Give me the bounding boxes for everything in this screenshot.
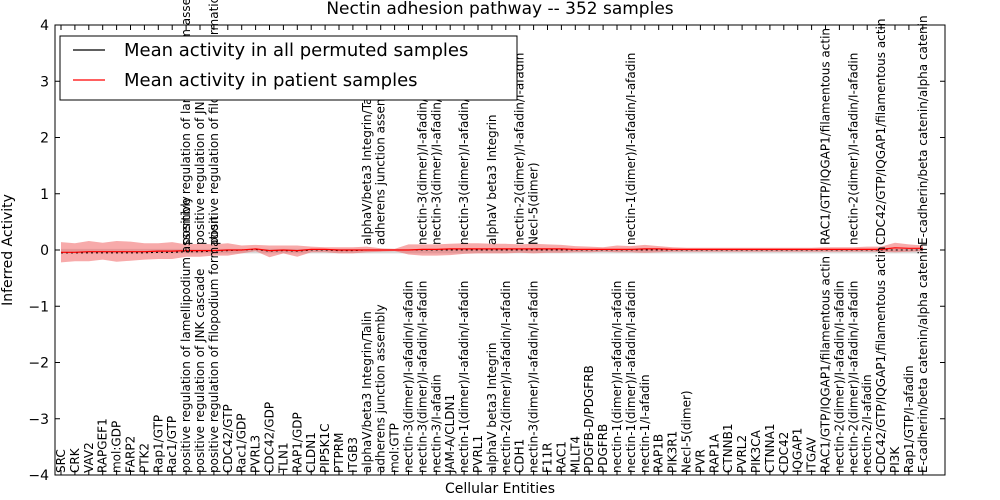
x-tick-label: CDC42/GDP [263,402,277,473]
x-tick-label: mol:GTP [388,423,402,473]
top-tick-label: alphaV beta3 Integrin [485,114,499,245]
x-tick-label: F11R [541,442,555,473]
x-tick-label: mol:GDP [110,421,124,473]
x-tick-label: nectin-2(dimer)/I-afadin/I-afadin [832,281,846,473]
x-tick-label: ITGAV [805,436,819,473]
top-tick-label: nectin-3(dimer)/I-afadin/I-afadin [457,53,471,245]
x-tick-label: RAPGEF1 [96,418,110,473]
y-tick-label: 2 [40,131,49,147]
x-tick-label: nectin-1(dimer)/I-afadin/I-afadin [610,281,624,473]
x-tick-label: alphaV beta3 Integrin [485,342,499,473]
x-tick-label: nectin-3(dimer)/I-afadin/I-afadin [415,281,429,473]
top-tick-label: nectin-1(dimer)/I-afadin/I-afadin [624,53,638,245]
x-tick-label: Rap1/GTP [151,415,165,473]
x-tick-label: Rac1/GTP [165,416,179,473]
top-tick-label: E-cadherin/beta catenin/alpha catenin [916,15,930,245]
x-tick-label: TLN1 [276,442,290,474]
x-tick-label: positive regulation of JNK cascade [193,269,207,473]
top-tick-label: nectin-2(dimer)/I-afadin/I-afadin [513,53,527,245]
x-tick-label: nectin-3(dimer)/I-afadin/I-afadin [527,281,541,473]
x-tick-label: PDGFB-D/PDGFRB [582,365,596,473]
y-axis-label: Inferred Activity [0,194,16,306]
y-tick-label: 4 [40,18,49,34]
top-tick-label: alphaV/beta3 Integrin/Talin [360,83,374,245]
x-tick-label: nectin-1(dimer)/I-afadin/I-afadin [624,281,638,473]
x-tick-label: RAP1B [652,434,666,473]
x-tick-label: CDC42 [777,432,791,473]
x-tick-label: nectin-2/I-afadin [860,374,874,473]
x-tick-label: CDC42/GTP/IQGAP1/filamentous actin [874,247,888,473]
top-tick-label: nectin-3(dimer)/I-afadin/I-afadin [415,53,429,245]
x-tick-label: CDC42/GTP [221,404,235,473]
top-tick-label: CDC42/GTP/IQGAP1/filamentous actin [874,19,888,245]
x-tick-label: nectin-1(dimer)/I-afadin/I-afadin [457,281,471,473]
x-tick-label: nectin-3/I-afadin [429,374,443,473]
x-tick-label: PIP5K1C [318,423,332,473]
y-tick-label: 1 [40,187,49,203]
y-tick-label: −4 [28,468,49,484]
x-tick-label: JAM-A/CLDN1 [443,394,457,474]
chart-title: Nectin adhesion pathway -- 352 samples [326,0,673,19]
x-tick-label: PVRL2 [735,435,749,473]
x-tick-label: nectin-3(dimer)/I-afadin/I-afadin [402,281,416,473]
plot-frame [54,24,946,476]
legend-box [59,35,518,101]
y-tick-label: −2 [28,356,49,372]
x-tick-label: Necl-5(dimer) [680,390,694,473]
x-tick-label: ITGB3 [346,437,360,473]
x-tick-label: PTK2 [137,443,151,473]
y-tick-label: −1 [28,299,49,315]
x-tick-label: Rac1/GDP [235,414,249,473]
x-tick-label: adherens junction assembly [374,304,388,473]
x-tick-label: PI3K [888,446,902,473]
top-tick-label: Necl-5(dimer) [527,162,541,245]
x-tick-label: RAC1/GTP/IQGAP1/filamentous actin [819,256,833,473]
x-tick-label: IQGAP1 [791,428,805,473]
x-tick-label: PVR [693,449,707,473]
x-tick-label: FARP2 [124,436,138,473]
y-tick-label: 0 [40,243,49,259]
top-tick-label: adherens junction assembly [374,76,388,245]
x-tick-label: MLLT4 [568,436,582,473]
x-tick-label: SRC [54,449,68,473]
x-tick-label: CTNNA1 [763,423,777,473]
top-tick-label: RAC1/GTP/IQGAP1/filamentous actin [819,28,833,245]
x-tick-label: CLDN1 [304,432,318,473]
x-tick-label: positive regulation of filopodium format… [207,216,221,473]
series-line-0 [61,247,923,253]
x-tick-label: VAV2 [82,442,96,473]
series-line-1 [61,248,923,254]
x-tick-label: nectin-2(dimer)/I-afadin/I-afadin [499,281,513,473]
legend: Mean activity in all permuted samples Mea… [59,35,518,101]
x-tick-label: CRK [68,447,82,473]
x-tick-label: CTNNB1 [721,423,735,473]
y-tick-label: −3 [28,412,49,428]
x-tick-label: PVRL1 [471,435,485,473]
x-tick-label: RAP1/GDP [290,412,304,473]
top-tick-label: nectin-2(dimer)/I-afadin/I-afadin [846,53,860,245]
x-tick-label: PVRL3 [249,435,263,473]
x-tick-label: RAP1A [707,433,721,473]
legend-permuted-label: Mean activity in all permuted samples [124,40,468,61]
x-tick-label: positive regulation of lamellipodium ass… [179,196,193,473]
plot-area: 4 3 2 1 0 −1 −2 −3 −4 SRC CRK VAV2 RAPGEF1 mol:GDP FAR… [28,0,945,484]
x-axis-label: Cellular Entities [445,481,555,497]
x-tick-label: PIK3R1 [666,431,680,473]
x-tick-label: alphaV/beta3 Integrin/Talin [360,311,374,473]
x-tick-label: Rap1/GTP/I-afadin [902,365,916,473]
x-tick-label: PDGFRB [596,424,610,473]
x-tick-label: nectin-2(dimer)/I-afadin/I-afadin [846,281,860,473]
series-band-0 [61,241,923,263]
legend-patient-label: Mean activity in patient samples [124,70,418,91]
x-tick-label: PTPRM [332,433,346,474]
top-tick-label: nectin-3(dimer)/I-afadin/I-afadin [429,53,443,245]
x-tick-label: E-cadherin/beta catenin/alpha catenin [916,243,930,473]
x-tick-label: PIK3CA [749,429,763,473]
x-tick-label: nectin-1/I-afadin [638,374,652,473]
x-tick-label: RAC1 [554,441,568,473]
y-tick-label: 3 [40,74,49,90]
x-tick-label: CDH1 [513,439,527,473]
